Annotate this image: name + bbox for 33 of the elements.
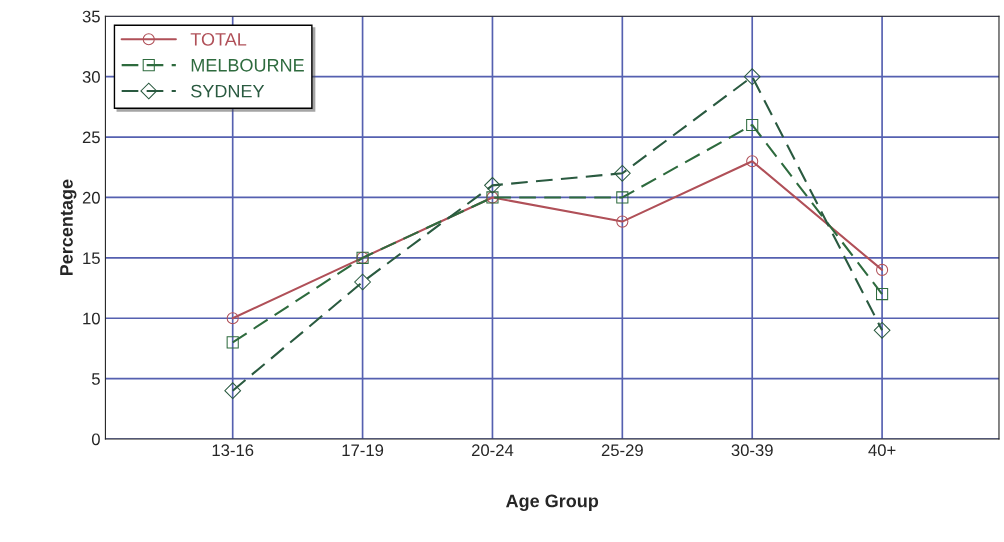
x-tick-label: 40+ bbox=[868, 444, 896, 457]
point bbox=[616, 191, 629, 204]
y-tick-label: 35 bbox=[82, 10, 100, 23]
point bbox=[354, 273, 371, 291]
point bbox=[743, 68, 761, 86]
y-tick-label: 30 bbox=[82, 71, 100, 83]
point bbox=[746, 155, 759, 168]
y-axis-title: Percentage bbox=[60, 179, 77, 276]
x-tick-label: 25-29 bbox=[601, 444, 643, 457]
x-tick-label: 13-16 bbox=[212, 444, 254, 457]
x-tick-label: 20-24 bbox=[471, 444, 514, 457]
y-tick-label: 15 bbox=[83, 252, 100, 265]
point bbox=[224, 382, 242, 400]
point bbox=[484, 176, 501, 194]
point bbox=[873, 321, 891, 339]
point bbox=[613, 164, 631, 182]
x-tick-label: 17-19 bbox=[342, 444, 384, 457]
y-tick-label: 20 bbox=[82, 191, 100, 204]
y-tick-label: 25 bbox=[82, 131, 100, 144]
point bbox=[616, 215, 629, 228]
point bbox=[876, 263, 889, 276]
point bbox=[226, 312, 239, 325]
legend-label: TOTAL bbox=[190, 32, 247, 46]
point bbox=[876, 288, 889, 301]
x-tick-label: 30-39 bbox=[731, 444, 773, 457]
legend-label: SYDNEY bbox=[191, 84, 265, 98]
legend-label: MELBOURNE bbox=[191, 58, 304, 72]
point bbox=[746, 118, 759, 132]
y-tick-label: 10 bbox=[83, 312, 100, 325]
x-axis-title: Age Group bbox=[506, 494, 599, 511]
y-tick-label: 5 bbox=[91, 373, 100, 385]
point bbox=[226, 336, 239, 349]
y-tick-label: 0 bbox=[91, 433, 100, 446]
